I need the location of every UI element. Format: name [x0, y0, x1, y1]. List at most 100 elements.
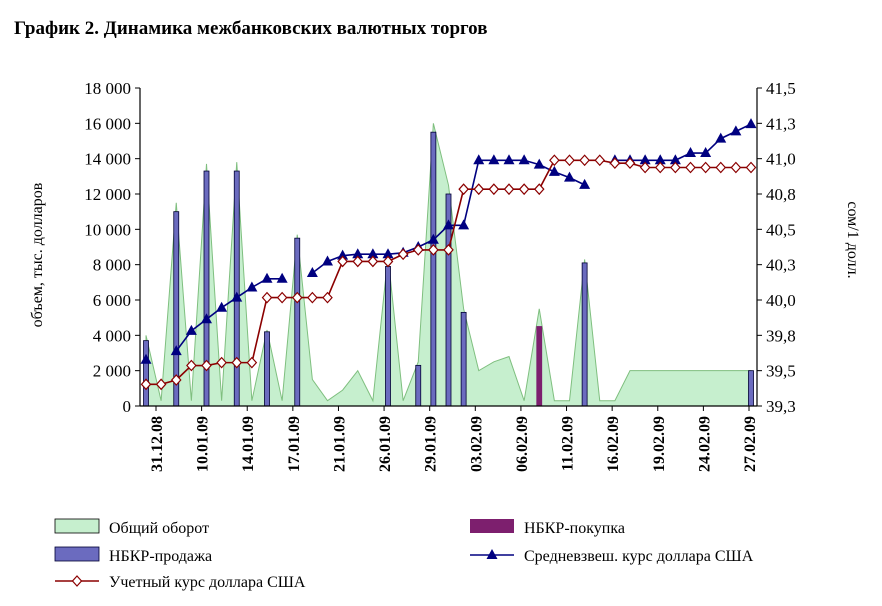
y-tick-label-8: 16 000	[84, 114, 131, 133]
official-rate-point-18	[412, 243, 424, 256]
x-tick-label-0: 31.12.08	[149, 416, 166, 472]
y2-tick-label-3: 40,0	[766, 291, 796, 310]
weighted-rate-point-5	[216, 301, 228, 312]
official-rate-point-2	[170, 374, 182, 386]
buy-bar-26	[536, 326, 543, 407]
legend-label-0: Общий оборот	[109, 520, 209, 537]
weighted-rate-point-26	[533, 158, 545, 169]
weighted-rate-point-16	[382, 248, 394, 259]
weighted-rate-point-4	[201, 313, 212, 324]
weighted-rate-point-6	[231, 291, 243, 302]
weighted-rate-point-29	[579, 178, 591, 189]
nbkr-bars-layer	[143, 131, 754, 407]
y2-tick-label-7: 41,0	[766, 150, 796, 169]
official-rate-point-19	[428, 243, 439, 256]
y-axis-title: объем, тыс. долларов	[29, 182, 46, 327]
weighted-rate-point-3	[185, 324, 197, 335]
official-rate-point-9	[276, 291, 288, 304]
legend-swatch-sell	[54, 546, 100, 562]
x-tick-label-6: 29.01.09	[423, 416, 440, 472]
weighted-rate-point-22	[473, 154, 485, 165]
sell-bar-19	[430, 131, 437, 407]
official-rate-point-1	[155, 378, 167, 391]
sell-bar-8	[264, 331, 270, 407]
weighted-rate-point-38	[715, 132, 727, 143]
weighted-rate-point-14	[352, 248, 364, 259]
official-rate-point-29	[579, 154, 590, 167]
y2-tick-label-0: 39,3	[766, 397, 796, 416]
weighted-rate-point-36	[685, 147, 696, 158]
legend-label-3: Средневзвеш. курс доллара США	[524, 548, 754, 565]
official-rate-point-30	[594, 154, 606, 167]
official-rate-point-3	[186, 359, 197, 372]
weighted-rate-point-35	[669, 154, 681, 165]
x-tick-label-5: 26.01.09	[377, 416, 394, 472]
y2-tick-label-2: 39,8	[766, 326, 796, 345]
official-rate-point-13	[337, 255, 348, 268]
x-tick-label-8: 06.02.09	[514, 416, 531, 472]
axes-layer: 0 2 000 4 000 6 000 8 000 10 000 12 000 14 000 1…	[29, 79, 861, 472]
legend-symbol-3	[470, 549, 514, 559]
weighted-rate-point-28	[564, 171, 575, 182]
official-rate-point-38	[715, 161, 727, 174]
y2-tick-label-1: 39,5	[766, 362, 796, 381]
legend-label-1: НБКР-покупка	[524, 520, 625, 537]
weighted-rate-point-27	[548, 165, 560, 176]
weighted-rate-point-0	[140, 353, 152, 364]
weighted-rate-point-20	[443, 219, 454, 230]
y-tick-label-4: 8 000	[93, 256, 131, 275]
official-rate-point-0	[140, 378, 152, 391]
official-rate-point-8	[261, 291, 273, 304]
official-rate-point-7	[246, 356, 258, 369]
official-rate-point-35	[670, 161, 681, 174]
sell-bar-29	[581, 262, 588, 407]
y2-tick-label-8: 41,3	[766, 114, 796, 133]
weighted-rate-point-34	[654, 154, 666, 165]
weighted-rate-point-19	[427, 233, 439, 244]
legend-symbol-1	[470, 519, 514, 533]
weighted-rate-point-13	[337, 249, 349, 260]
legend-marker-official	[71, 575, 83, 587]
official-rate-point-14	[352, 255, 364, 268]
official-rate-point-40	[745, 161, 757, 174]
sell-bar-18	[415, 364, 422, 407]
x-tick-label-2: 14.01.09	[240, 416, 257, 472]
x-tick-label-4: 21.01.09	[331, 416, 348, 472]
official-rate-point-39	[730, 161, 742, 174]
sell-bar-0	[143, 340, 149, 407]
y2-tick-label-4: 40,3	[766, 256, 796, 275]
weighted-rate-point-40	[745, 118, 757, 129]
official-rate-point-12	[322, 291, 333, 304]
weighted-rate-point-23	[488, 154, 500, 165]
official-rate-point-15	[367, 255, 379, 268]
sell-bar-10	[294, 237, 301, 407]
y2-tick-label-9: 41,5	[766, 79, 796, 98]
weighted-rate-line-3	[614, 123, 752, 162]
weighted-rate-point-33	[639, 154, 651, 165]
official-rate-point-34	[654, 161, 666, 174]
legend-symbol-2	[54, 546, 100, 562]
sell-bar-40	[748, 370, 754, 407]
y-tick-label-7: 14 000	[84, 150, 131, 169]
sell-bar-6	[233, 170, 240, 407]
official-rate-point-16	[382, 255, 394, 268]
x-tick-label-7: 03.02.09	[468, 416, 485, 472]
rate-lines-layer	[140, 118, 757, 391]
official-rate-point-22	[473, 183, 485, 196]
weighted-rate-point-15	[367, 248, 379, 259]
sell-bar-16	[385, 266, 391, 407]
official-rate-point-25	[518, 183, 530, 196]
weighted-rate-point-2	[170, 345, 182, 356]
y2-axis-title: сом/1 долл.	[844, 201, 861, 278]
y-tick-label-2: 4 000	[93, 326, 131, 345]
weighted-rate-point-12	[322, 255, 333, 266]
official-rate-point-28	[564, 154, 575, 167]
x-tick-label-9: 11.02.09	[560, 416, 577, 471]
weighted-rate-point-24	[503, 154, 515, 165]
official-rate-point-21	[458, 183, 469, 196]
legend-symbol-0	[54, 518, 100, 534]
official-rate-point-17	[397, 248, 409, 261]
official-rate-point-5	[216, 356, 227, 369]
weighted-rate-point-9	[276, 272, 288, 283]
